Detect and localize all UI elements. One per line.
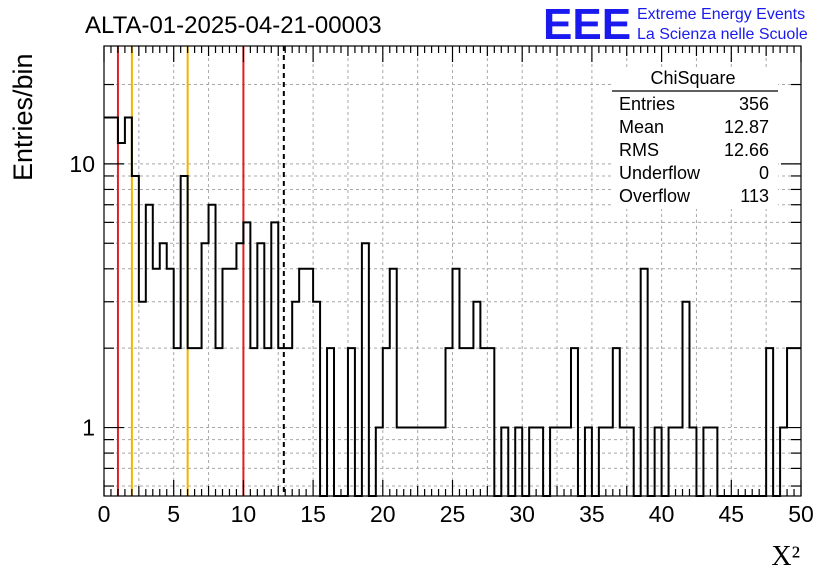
stats-value: 113 <box>740 186 769 206</box>
x-axis-label: X² <box>771 541 800 572</box>
stats-value: 0 <box>759 163 769 183</box>
stats-value: 12.66 <box>724 140 769 160</box>
stats-value: 12.87 <box>724 117 769 137</box>
y-tick-label: 10 <box>69 151 95 177</box>
chart-title: ALTA-01-2025-04-21-00003 <box>85 12 382 39</box>
x-tick-label: 30 <box>509 501 535 527</box>
y-tick-label: 1 <box>82 415 95 441</box>
x-tick-label: 20 <box>370 501 396 527</box>
stats-label: Mean <box>619 117 664 137</box>
stats-title: ChiSquare <box>650 68 735 88</box>
eee-logo-text: EEE <box>543 0 631 49</box>
stats-box: ChiSquare Entries 356 Mean 12.87 RMS 12.66 Und… <box>612 67 778 209</box>
stats-label: Overflow <box>619 186 691 206</box>
x-tick-label: 25 <box>440 501 466 527</box>
stats-label: RMS <box>619 140 659 160</box>
x-tick-label: 40 <box>649 501 675 527</box>
histogram-series <box>104 116 801 497</box>
y-tick-labels: 1 10 <box>69 151 95 441</box>
x-tick-label: 45 <box>719 501 745 527</box>
stats-label: Underflow <box>619 163 701 183</box>
x-tick-labels: 0 5 10 15 20 25 30 35 40 45 50 <box>98 501 814 527</box>
axis-ticks <box>103 46 802 496</box>
x-tick-label: 0 <box>98 501 111 527</box>
org-name: Extreme Energy Events <box>637 6 805 23</box>
eee-logo: EEE Extreme Energy Events La Scienza nel… <box>543 0 808 49</box>
x-tick-label: 50 <box>788 501 814 527</box>
x-tick-label: 35 <box>579 501 605 527</box>
x-tick-label: 10 <box>231 501 257 527</box>
org-tagline: La Scienza nelle Scuole <box>637 26 808 43</box>
y-axis-label: Entries/bin <box>8 53 38 181</box>
x-tick-label: 15 <box>300 501 326 527</box>
stats-value: 356 <box>739 94 769 114</box>
x-tick-label: 5 <box>167 501 180 527</box>
stats-label: Entries <box>619 94 675 114</box>
